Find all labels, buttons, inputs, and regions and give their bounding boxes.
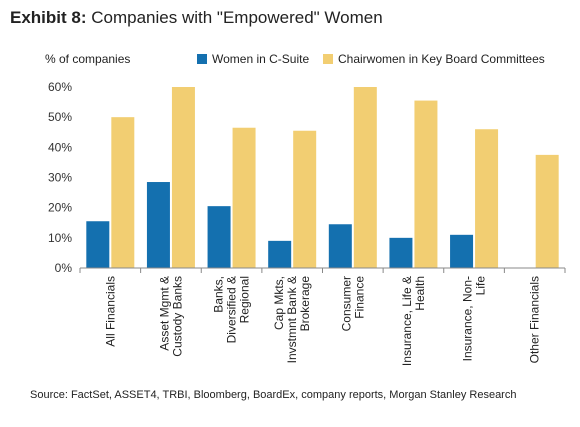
legend-item-c-suite: Women in C-Suite xyxy=(197,52,309,66)
bar-c-suite xyxy=(86,221,110,268)
legend-item-chairwomen: Chairwomen in Key Board Committees xyxy=(323,52,545,66)
bar-chart: 0% 10% 20% 30% 40% 50% 60% All Financials Asset … xyxy=(48,80,566,366)
x-tick-label: Insurance, Life & xyxy=(400,276,414,366)
legend-label-chairwomen: Chairwomen in Key Board Committees xyxy=(338,52,545,66)
x-tick-label: Finance xyxy=(352,276,366,319)
bar-chairwomen xyxy=(171,87,195,268)
bar-chairwomen xyxy=(293,130,317,268)
x-tick-label: Diversified & xyxy=(225,276,239,343)
x-tick-label: Health xyxy=(413,276,427,311)
x-tick-label: Life xyxy=(474,276,488,296)
y-tick-label: 40% xyxy=(48,140,72,154)
x-tick-label: Asset Mgmt & xyxy=(157,276,171,351)
y-tick-label: 50% xyxy=(48,110,72,124)
chart-title: Exhibit 8: Companies with "Empowered" Wo… xyxy=(10,8,383,28)
bar-chairwomen xyxy=(535,154,559,268)
bar-c-suite xyxy=(328,224,352,268)
legend-swatch-c-suite xyxy=(197,54,207,64)
source-note: Source: FactSet, ASSET4, TRBI, Bloomberg… xyxy=(30,389,517,401)
exhibit-title: Companies with "Empowered" Women xyxy=(91,8,383,27)
x-tick-label: Regional xyxy=(238,276,252,323)
bar-c-suite xyxy=(268,240,292,268)
y-tick-label: 10% xyxy=(48,231,72,245)
x-tick-label: Other Financials xyxy=(528,276,542,363)
x-tick-label: Banks, xyxy=(212,276,226,313)
bar-chairwomen xyxy=(232,127,256,268)
bar-c-suite xyxy=(146,182,170,268)
x-tick-label: Cap Mkts, xyxy=(272,276,286,330)
x-tick-label: All Financials xyxy=(103,276,117,347)
x-tick-label: Custody Banks xyxy=(170,276,184,357)
x-tick-label: Consumer xyxy=(339,276,353,331)
bar-chairwomen xyxy=(414,100,438,268)
y-tick-label: 20% xyxy=(48,201,72,215)
y-tick-label: 60% xyxy=(48,80,72,94)
bar-chairwomen xyxy=(475,129,499,268)
bar-c-suite xyxy=(389,237,413,268)
legend-label-c-suite: Women in C-Suite xyxy=(212,52,310,66)
exhibit-label: Exhibit 8: xyxy=(10,8,87,27)
bar-chairwomen xyxy=(353,87,377,268)
y-axis-label: % of companies xyxy=(45,52,131,66)
x-tick-label: Invstmnt Bank & xyxy=(285,276,299,363)
bar-c-suite xyxy=(207,206,231,268)
y-tick-label: 30% xyxy=(48,171,72,185)
x-tick-label: Insurance, Non- xyxy=(461,276,475,361)
bar-c-suite xyxy=(450,234,474,268)
legend-swatch-chairwomen xyxy=(323,54,333,64)
x-tick-label: Brokerage xyxy=(298,276,312,332)
bar-chairwomen xyxy=(111,117,135,269)
y-tick-label: 0% xyxy=(55,261,73,275)
